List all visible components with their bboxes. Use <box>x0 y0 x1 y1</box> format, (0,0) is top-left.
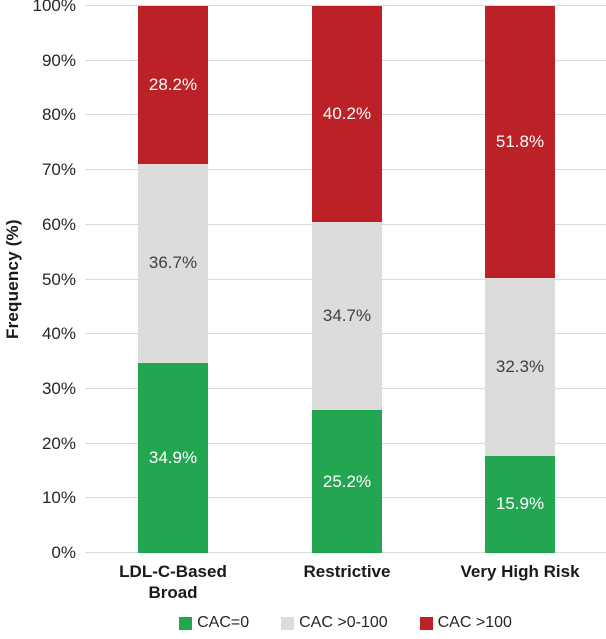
y-tick-label: 90% <box>41 50 76 70</box>
y-tick-label: 20% <box>41 433 76 453</box>
bar-segment: 15.9% <box>485 455 555 553</box>
segment-value-label: 34.7% <box>322 306 372 325</box>
legend-swatch-icon <box>281 616 295 630</box>
bar-3: 15.9% 32.3% 51.8% <box>485 6 555 553</box>
segment-value-label: 15.9% <box>495 494 545 514</box>
segment-value-label: 40.2% <box>322 103 372 123</box>
y-tick-label: 60% <box>41 214 76 234</box>
y-tick-label: 70% <box>41 160 76 180</box>
y-axis-tick-labels: 0% 10% 20% 30% 40% 50% 60% 70% 80% 90% 100% <box>26 0 76 562</box>
bar-segment: 51.8% <box>485 6 555 279</box>
category-label: LDL-C-Based Broad <box>119 562 227 603</box>
bar-2: 25.2% 34.7% 40.2% <box>312 6 382 553</box>
bar-segment: 36.7% <box>138 163 208 363</box>
segment-value-label: 32.3% <box>495 356 545 376</box>
y-axis-title: Frequency (%) <box>3 219 22 340</box>
y-tick-label: 50% <box>41 269 76 289</box>
y-tick-label: 30% <box>41 378 76 398</box>
segment-value-label: 51.8% <box>495 132 545 152</box>
bar-segment: 25.2% <box>312 410 382 553</box>
bar-segment: 40.2% <box>312 6 382 222</box>
y-tick-label: 0% <box>51 543 76 562</box>
legend-swatch-icon <box>419 616 433 630</box>
x-axis-category-labels: LDL-C-Based Broad Restrictive Very High Ri… <box>85 561 606 613</box>
legend-swatch-icon <box>179 616 193 630</box>
segment-value-label: 34.9% <box>148 447 198 467</box>
legend-label: CAC=0 <box>197 614 250 631</box>
y-tick-label: 40% <box>41 324 76 344</box>
legend-label: CAC >100 <box>437 614 512 631</box>
y-tick-label: 10% <box>41 488 76 508</box>
legend-item: CAC >100 <box>419 614 512 632</box>
segment-value-label: 36.7% <box>148 253 198 273</box>
gridline <box>85 5 606 6</box>
legend-item: CAC=0 <box>179 614 249 632</box>
bar-segment: 32.3% <box>485 278 555 456</box>
y-tick-label: 80% <box>41 105 76 125</box>
legend-label: CAC >0-100 <box>299 614 388 631</box>
bar-segment: 34.9% <box>138 362 208 553</box>
plot-area: 34.9% 36.7% 28.2% 25.2% 34.7% 40.2% 15.9% 32.3%… <box>85 5 606 553</box>
y-tick-label: 100% <box>32 0 76 15</box>
bar-segment: 28.2% <box>138 6 208 164</box>
segment-value-label: 28.2% <box>148 74 198 94</box>
category-label: Very High Risk <box>460 562 580 581</box>
legend-item: CAC >0-100 <box>281 614 388 632</box>
bar-1: 34.9% 36.7% 28.2% <box>138 6 208 553</box>
legend: CAC=0 CAC >0-100 CAC >100 <box>85 612 606 634</box>
category-label: Restrictive <box>303 562 391 581</box>
bar-segment: 34.7% <box>312 221 382 411</box>
segment-value-label: 25.2% <box>322 471 372 491</box>
